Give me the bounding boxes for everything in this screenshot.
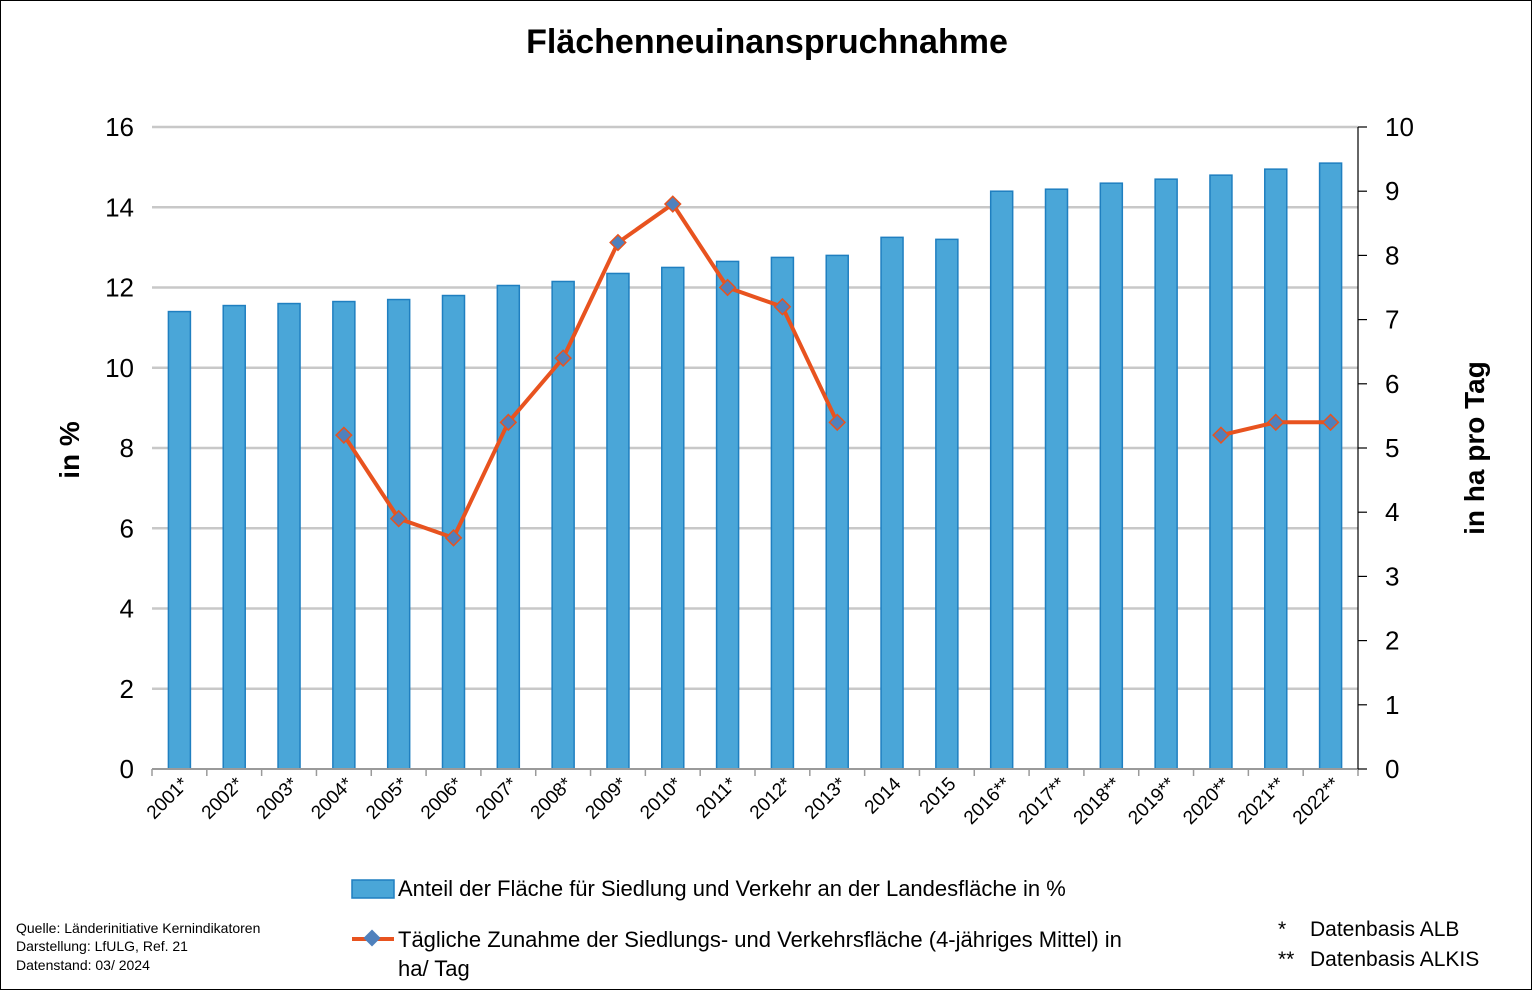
y-left-tick-label: 6 [120,513,134,543]
x-tick-label: 2005* [362,773,412,823]
legend-line-label-2: ha/ Tag [398,956,470,981]
bar [825,254,849,770]
y-right-label: in ha pro Tag [1459,361,1490,535]
bar [935,238,959,770]
line-point [554,349,572,367]
y-right-tick-label: 7 [1385,305,1399,335]
x-tick-label: 2014 [861,773,906,818]
x-ticks: 2001* 2002* 2003* 2004* 2005* 2006* 2007* 2008*… [143,773,1345,829]
x-tick-label: 2015 [916,774,961,819]
x-tick-label: 2017** [1015,773,1071,829]
line-point [718,278,737,297]
bar [1154,178,1178,770]
x-tick-label: 2016** [960,773,1016,829]
line-point [1266,413,1285,432]
bar [661,266,685,770]
x-tick-label: 2003* [253,773,303,823]
line-point [499,413,518,432]
x-tick-label: 2011* [692,773,741,822]
y-right-tick-label: 0 [1385,754,1399,784]
line-point [663,195,682,213]
bar [880,236,904,770]
y-right-tick-label: 3 [1385,561,1399,591]
legend-line-marker [363,929,381,947]
line-series [335,195,1340,547]
x-tick-label: 2010* [636,773,686,823]
line-point [444,529,463,547]
source-note: Quelle: Länderinitiative Kernindikatoren [16,920,260,936]
date-note: Datenstand: 03/ 2024 [16,957,150,973]
y-right-tick-label: 10 [1385,112,1414,142]
y-left-tick-label: 0 [120,754,134,784]
y-left-tick-label: 12 [105,273,134,303]
x-tick-label: 2018** [1070,773,1126,829]
y-left-label: in % [54,421,85,479]
bar [1209,174,1233,770]
x-tick-label: 2008* [527,773,577,823]
x-tick-label: 2007* [472,773,522,823]
bar [989,190,1014,770]
bar [386,298,411,770]
x-tick-label: 2012* [746,773,796,823]
y-left-tick-label: 16 [105,112,134,142]
bar [1099,182,1124,770]
line-point [609,233,627,252]
bar [1264,168,1288,770]
y-right-tick-label: 1 [1385,690,1399,720]
line-point [335,426,353,444]
line-segment [342,202,840,540]
line-point [773,297,792,316]
y-right-tick-label: 5 [1385,433,1399,463]
y-right-tick-label: 6 [1385,369,1399,399]
y-left-ticks: 0 2 4 6 8 10 12 14 16 [105,112,134,784]
x-tick-label: 2022** [1289,773,1345,829]
legend-bar-swatch [351,879,395,899]
line-point [1212,426,1230,444]
x-tick-label: 2019** [1124,773,1180,829]
alkis-text: Datenbasis ALKIS [1310,948,1479,971]
y-right-tick-label: 4 [1385,497,1399,527]
chart-title: Flächenneuinanspruchnahme [526,23,1008,61]
bar [606,272,630,770]
x-tick-label: 2021** [1234,773,1290,829]
x-tick-label: 2004* [307,773,357,823]
bar [1044,188,1069,770]
y-left-tick-label: 4 [120,594,134,624]
bar [770,256,795,770]
x-tick-label: 2020** [1179,773,1235,829]
y-right-tick-label: 2 [1385,626,1399,656]
legend-line-label: Tägliche Zunahme der Siedlungs- und Verk… [398,927,1122,952]
bar [277,302,301,770]
bar [167,310,192,770]
line-point [389,509,408,528]
y-left-tick-label: 8 [120,433,134,463]
alb-mark: * [1278,918,1286,941]
x-tick-label: 2013* [801,773,851,823]
alb-text: Datenbasis ALB [1310,918,1459,941]
bar [332,300,356,770]
y-left-tick-label: 14 [105,192,134,222]
bar-series [167,162,1343,770]
line-point [1321,413,1340,432]
y-right-tick-label: 9 [1385,176,1399,206]
bar [222,304,246,770]
alkis-mark: ** [1278,948,1294,971]
y-left-tick-label: 2 [120,674,134,704]
y-right-ticks: 0 1 2 3 4 5 6 7 8 9 10 [1358,112,1414,784]
bar [496,284,521,770]
bar [715,260,740,770]
x-tick-label: 2009* [582,773,632,823]
y-right-tick-label: 8 [1385,240,1399,270]
legend-bar-label: Anteil der Fläche für Siedlung und Verke… [398,876,1066,901]
y-left-tick-label: 10 [105,353,134,383]
x-tick-label: 2006* [417,773,467,823]
bar [1318,162,1343,770]
x-tick-label: 2002* [198,773,248,823]
credit-note: Darstellung: LfULG, Ref. 21 [16,938,188,954]
line-point [828,413,847,432]
x-tick-label: 2001* [143,773,193,823]
